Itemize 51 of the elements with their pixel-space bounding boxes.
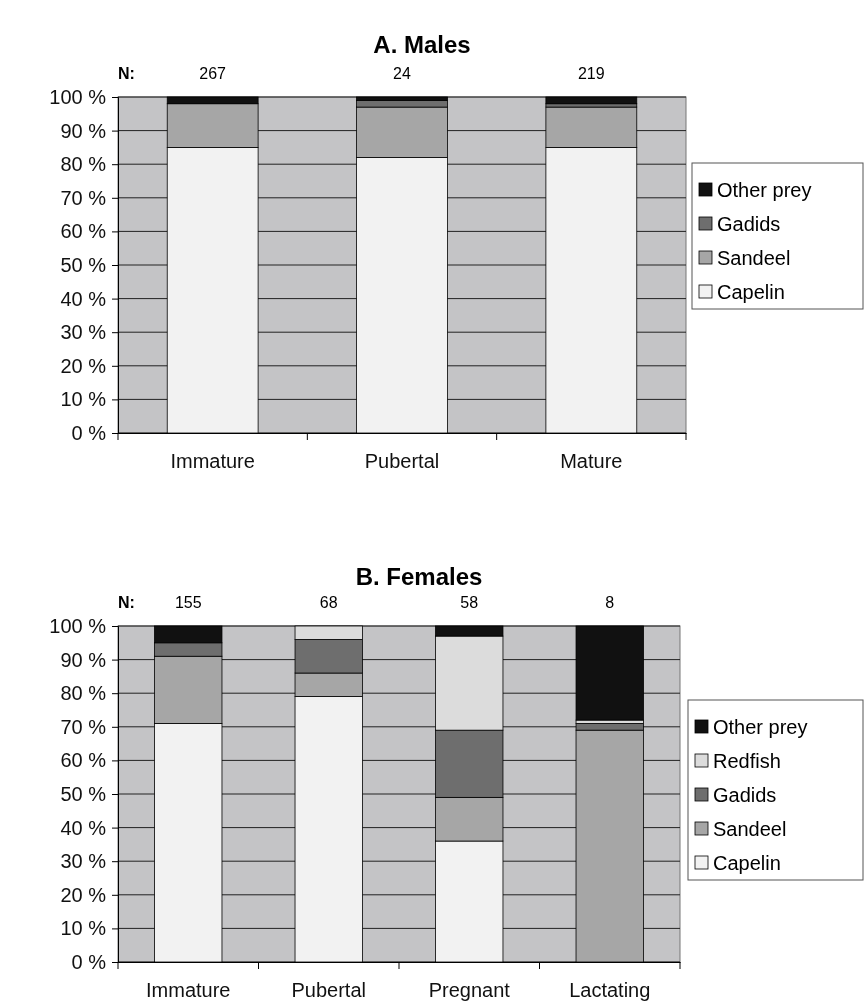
y-tick-label: 20 %	[60, 354, 107, 377]
y-tick-label: 40 %	[60, 816, 107, 839]
text: 267	[199, 65, 227, 82]
legend-label: Gadids	[717, 213, 781, 235]
legend-label: Capelin	[717, 281, 785, 303]
bar	[545, 96, 638, 105]
y-tick-label: 80 %	[60, 153, 107, 176]
y-tick-label: 90 %	[60, 119, 107, 142]
x-tick-label: Lactating	[569, 979, 651, 1001]
y-tick-label: 20 %	[60, 883, 107, 906]
y-tick-label: 0 %	[71, 421, 107, 444]
y-tick-label: 30 %	[60, 850, 107, 873]
y-tick-label: 10 %	[60, 388, 107, 411]
legend-label: Sandeel	[717, 247, 791, 269]
legend-label: Other prey	[717, 179, 812, 201]
y-tick-label: 50 %	[60, 782, 107, 805]
text: 219	[577, 65, 605, 82]
x-tick-label: Pubertal	[364, 450, 440, 472]
legend-label: Other prey	[713, 716, 808, 738]
x-tick-label: Immature	[146, 979, 231, 1001]
y-tick-label: 90 %	[60, 648, 107, 671]
text: 58	[460, 594, 479, 611]
x-tick-label: Mature	[560, 450, 623, 472]
y-tick-label: 10 %	[60, 917, 107, 940]
text: 24	[393, 65, 411, 82]
y-tick-label: 0 %	[71, 950, 107, 973]
chart-title: B. Females	[355, 563, 483, 590]
text: N:	[118, 65, 135, 82]
y-tick-label: 70 %	[60, 715, 107, 738]
x-tick-label: Pregnant	[428, 979, 511, 1001]
chart-title: A. Males	[373, 31, 471, 58]
y-tick-label: 60 %	[60, 220, 107, 243]
y-tick-label: 100 %	[49, 614, 107, 637]
legend-label: Redfish	[713, 750, 781, 772]
legend-label: Sandeel	[713, 818, 787, 840]
legend-label: Gadids	[713, 784, 777, 806]
y-tick-label: 80 %	[60, 682, 107, 705]
legend-label: Capelin	[713, 852, 781, 874]
x-tick-label: Immature	[170, 450, 255, 472]
text: 68	[319, 594, 338, 611]
bar	[575, 625, 644, 721]
y-tick-label: 60 %	[60, 749, 107, 772]
text: 8	[605, 594, 615, 611]
y-tick-label: 100 %	[49, 85, 107, 108]
y-tick-label: 70 %	[60, 186, 107, 209]
y-tick-label: 30 %	[60, 321, 107, 344]
text: 155	[174, 594, 202, 611]
y-tick-label: 40 %	[60, 287, 107, 310]
x-tick-label: Pubertal	[291, 979, 366, 1001]
text: N:	[118, 594, 135, 611]
y-tick-label: 50 %	[60, 253, 107, 276]
